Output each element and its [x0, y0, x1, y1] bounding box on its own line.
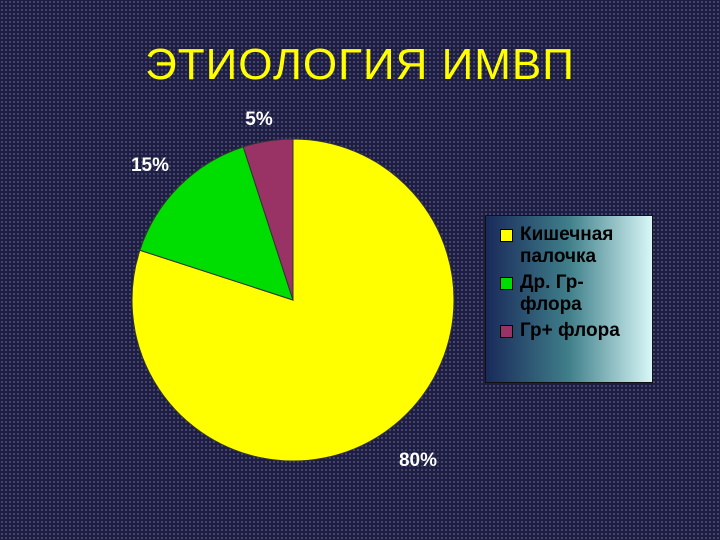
data-label-1: 15% — [131, 155, 169, 176]
pie-slices — [131, 138, 455, 462]
legend-label-1: Др. Гр-флора — [520, 272, 584, 315]
legend-item-0: Кишечная палочка — [500, 224, 646, 268]
legend-item-2: Гр+ флора — [500, 320, 646, 342]
chart-legend: Кишечная палочка Др. Гр-флора Гр+ флора — [485, 215, 653, 383]
pie-slice-1 — [139, 146, 294, 301]
slide-title: ЭТИОЛОГИЯ ИМВП — [145, 40, 575, 89]
pie-data-labels: 80% 15% 5% — [131, 109, 437, 471]
legend-swatch-2 — [500, 325, 513, 338]
legend-label-2: Гр+ флора — [520, 320, 620, 341]
data-label-0: 80% — [399, 450, 437, 471]
pie-slice-2 — [242, 138, 294, 301]
data-label-2: 5% — [245, 109, 273, 130]
legend-item-1: Др. Гр-флора — [500, 272, 646, 316]
legend-swatch-0 — [500, 229, 513, 242]
legend-swatch-1 — [500, 277, 513, 290]
legend-label-0: Кишечная палочка — [520, 224, 614, 267]
